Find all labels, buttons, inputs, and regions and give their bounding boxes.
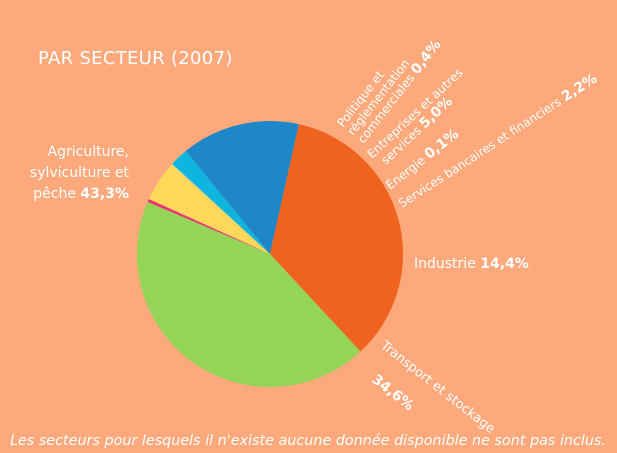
pie-slices [136, 120, 404, 388]
label-industrie-value: 14,4% [480, 256, 529, 272]
label-transport-value: 34,6% [369, 372, 417, 415]
label-agriculture-line2: sylviculture et [30, 165, 130, 181]
label-agriculture-value: 43,3% [80, 186, 129, 202]
label-services-bancaires-value: 2,2% [559, 71, 600, 106]
label-agriculture-name: pêche [33, 186, 76, 202]
pie-slice-5 [270, 124, 404, 352]
pie-slice-4 [185, 120, 299, 254]
pie-slice-6 [136, 202, 361, 388]
label-services-bancaires: Services bancaires et financiers 2,2% [395, 71, 600, 212]
pie-slice-0 [147, 198, 270, 254]
footnote: Les secteurs pour lesquels il n'existe a… [10, 433, 606, 449]
label-politique-value: 0,4% [408, 37, 445, 77]
pie-slice-1 [148, 164, 270, 254]
label-industrie: Industrie 14,4% [414, 256, 529, 272]
chart-title: PAR SECTEUR (2007) [38, 48, 233, 69]
label-agriculture: Agriculture, sylviculture et pêche 43,3% [30, 144, 130, 202]
label-agriculture-line1: Agriculture, [48, 144, 129, 160]
pie-slice-2 [171, 163, 270, 254]
label-industrie-name: Industrie [414, 256, 476, 272]
label-agriculture-line3: pêche 43,3% [33, 186, 129, 202]
label-services-bancaires-line: Services bancaires et financiers 2,2% [395, 71, 600, 212]
pie-slice-3 [172, 151, 270, 254]
